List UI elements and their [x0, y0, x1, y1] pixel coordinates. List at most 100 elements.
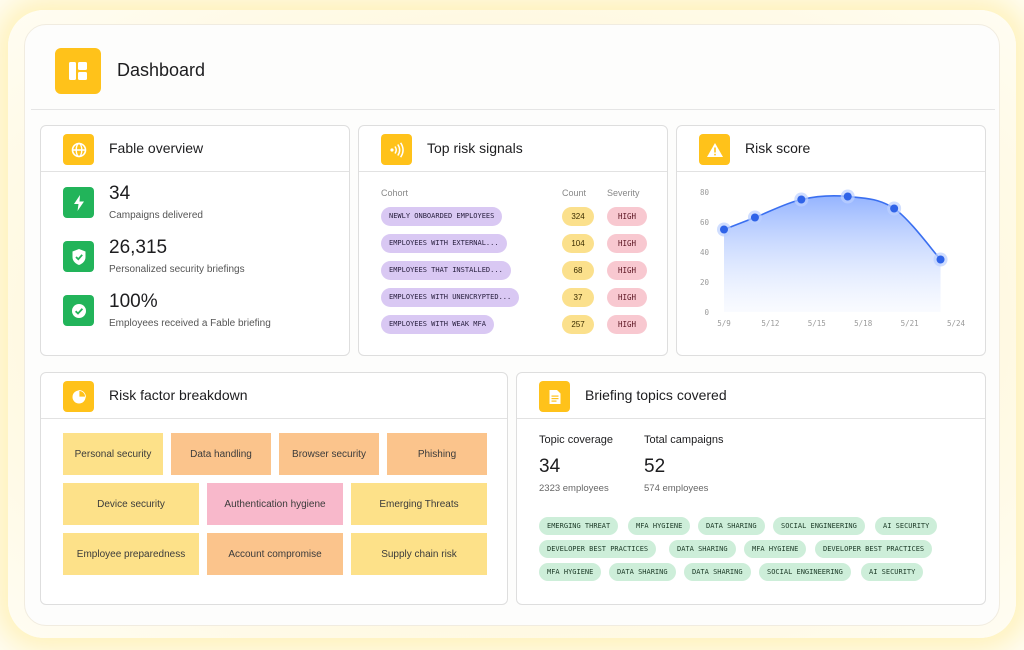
- topic-tag[interactable]: AI SECURITY: [875, 517, 938, 535]
- cohort-pill: EMPLOYEES WITH WEAK MFA: [381, 315, 494, 334]
- data-point[interactable]: [890, 204, 899, 213]
- y-tick-label: 40: [700, 248, 710, 257]
- stat-value: 34: [109, 183, 131, 204]
- topic-tag[interactable]: SOCIAL ENGINEERING: [773, 517, 865, 535]
- briefing-topics-header: Briefing topics covered: [517, 373, 985, 419]
- stat-value: 100%: [109, 291, 158, 312]
- topic-tag[interactable]: MFA HYGIENE: [539, 563, 602, 581]
- dashboard-window: Dashboard Fable overview 34 Campaigns de…: [24, 24, 1000, 626]
- chart-area: [724, 195, 941, 312]
- topic-tag[interactable]: EMERGING THREAT: [539, 517, 619, 535]
- risk-factor-label: Data handling: [190, 448, 252, 460]
- warning-icon: [699, 134, 730, 165]
- topic-tag[interactable]: MFA HYGIENE: [744, 540, 807, 558]
- y-tick-label: 0: [704, 308, 709, 317]
- severity-badge: HIGH: [607, 288, 647, 307]
- risk-factor-cell[interactable]: Emerging Threats: [351, 483, 487, 525]
- document-icon: [539, 381, 570, 412]
- topic-tag[interactable]: DEVELOPER BEST PRACTICES: [815, 540, 933, 558]
- risk-factor-cell[interactable]: Browser security: [279, 433, 379, 475]
- risk-factor-cell[interactable]: Employee preparedness: [63, 533, 199, 575]
- total-campaigns-value: 52: [644, 456, 666, 477]
- cohort-pill: NEWLY ONBOARDED EMPLOYEES: [381, 207, 503, 226]
- count-pill: 257: [562, 315, 594, 334]
- severity-badge: HIGH: [607, 315, 647, 334]
- topic-tag[interactable]: DEVELOPER BEST PRACTICES: [539, 540, 657, 558]
- topic-tag[interactable]: DATA SHARING: [609, 563, 676, 581]
- x-tick-label: 5/18: [854, 319, 873, 328]
- data-point[interactable]: [720, 225, 728, 234]
- severity-badge: HIGH: [607, 261, 647, 280]
- risk-factor-cell[interactable]: Data handling: [171, 433, 271, 475]
- risk-factor-label: Personal security: [74, 448, 152, 460]
- risk-factor-cell[interactable]: Phishing: [387, 433, 487, 475]
- risk-factor-cell[interactable]: Personal security: [63, 433, 163, 475]
- risk-factor-label: Authentication hygiene: [224, 498, 326, 510]
- x-tick-label: 5/24: [947, 319, 966, 328]
- risk-breakdown-header: Risk factor breakdown: [41, 373, 507, 419]
- globe-icon: [63, 134, 94, 165]
- x-tick-label: 5/21: [901, 319, 919, 328]
- column-header-count: Count: [562, 188, 587, 198]
- x-tick-label: 5/15: [808, 319, 826, 328]
- stat-label: Employees received a Fable briefing: [109, 318, 271, 329]
- risk-score-header: Risk score: [677, 126, 985, 172]
- table-row[interactable]: EMPLOYEES THAT INSTALLED... 68 HIGH: [381, 261, 647, 280]
- risk-score-chart: 80 60 40 20 0 5/9 5/12 5/15 5/18 5/21 5/24: [700, 188, 966, 328]
- shield-check-icon: [63, 241, 94, 272]
- column-header-severity: Severity: [607, 188, 640, 198]
- overview-card: Fable overview 34 Campaigns delivered 26…: [40, 125, 350, 356]
- y-tick-label: 60: [700, 218, 710, 227]
- risk-signals-header: Top risk signals: [359, 126, 667, 172]
- column-header-cohort: Cohort: [381, 188, 409, 198]
- risk-factor-cell[interactable]: Supply chain risk: [351, 533, 487, 575]
- stat-label: Campaigns delivered: [109, 210, 203, 221]
- cohort-pill: EMPLOYEES THAT INSTALLED...: [381, 261, 511, 280]
- risk-signals-card: Top risk signals Cohort Count Severity N…: [358, 125, 668, 356]
- layout-icon: [55, 48, 101, 94]
- total-campaigns-sub: 574 employees: [644, 483, 709, 494]
- risk-signals-title: Top risk signals: [427, 140, 523, 156]
- count-pill: 104: [562, 234, 594, 253]
- briefing-topics-card: Briefing topics covered Topic coverage 3…: [516, 372, 986, 605]
- risk-factor-label: Browser security: [292, 448, 366, 460]
- data-point[interactable]: [936, 255, 945, 264]
- topic-tag[interactable]: DATA SHARING: [698, 517, 765, 535]
- topic-tag[interactable]: SOCIAL ENGINEERING: [759, 563, 851, 581]
- risk-breakdown-card: Risk factor breakdown Personal security …: [40, 372, 508, 605]
- table-row[interactable]: NEWLY ONBOARDED EMPLOYEES 324 HIGH: [381, 207, 647, 226]
- y-tick-label: 20: [700, 278, 710, 287]
- signal-icon: [381, 134, 412, 165]
- table-row[interactable]: EMPLOYEES WITH WEAK MFA 257 HIGH: [381, 315, 647, 334]
- x-tick-label: 5/12: [761, 319, 779, 328]
- data-point[interactable]: [797, 195, 806, 204]
- risk-factor-cell[interactable]: Account compromise: [207, 533, 343, 575]
- topic-coverage-sub: 2323 employees: [539, 483, 609, 494]
- risk-factor-label: Supply chain risk: [381, 548, 457, 560]
- stat-value: 26,315: [109, 237, 168, 258]
- table-row[interactable]: EMPLOYEES WITH UNENCRYPTED... 37 HIGH: [381, 288, 647, 307]
- topic-tag[interactable]: DATA SHARING: [669, 540, 736, 558]
- page-title: Dashboard: [117, 60, 206, 80]
- overview-title: Fable overview: [109, 140, 204, 156]
- total-campaigns-label: Total campaigns: [644, 434, 724, 446]
- cohort-pill: EMPLOYEES WITH UNENCRYPTED...: [381, 288, 520, 307]
- risk-factor-cell[interactable]: Device security: [63, 483, 199, 525]
- topic-tag[interactable]: DATA SHARING: [684, 563, 751, 581]
- risk-factor-cell[interactable]: Authentication hygiene: [207, 483, 343, 525]
- topic-tag[interactable]: AI SECURITY: [861, 563, 924, 581]
- topic-tag[interactable]: MFA HYGIENE: [628, 517, 691, 535]
- check-icon: [63, 295, 94, 326]
- page-header: Dashboard: [25, 25, 999, 109]
- risk-score-card: Risk score 80 60 40 20 0 5/9 5/12 5/15 5/18 5/21…: [676, 125, 986, 356]
- risk-score-title: Risk score: [745, 140, 811, 156]
- table-row[interactable]: EMPLOYEES WITH EXTERNAL... 104 HIGH: [381, 234, 647, 253]
- risk-factor-label: Phishing: [417, 448, 457, 460]
- bolt-icon: [63, 187, 94, 218]
- data-point[interactable]: [750, 213, 759, 222]
- severity-badge: HIGH: [607, 207, 647, 226]
- header-divider: [31, 109, 995, 110]
- data-point[interactable]: [843, 192, 852, 201]
- topic-coverage-label: Topic coverage: [539, 434, 613, 446]
- overview-card-header: Fable overview: [41, 126, 349, 172]
